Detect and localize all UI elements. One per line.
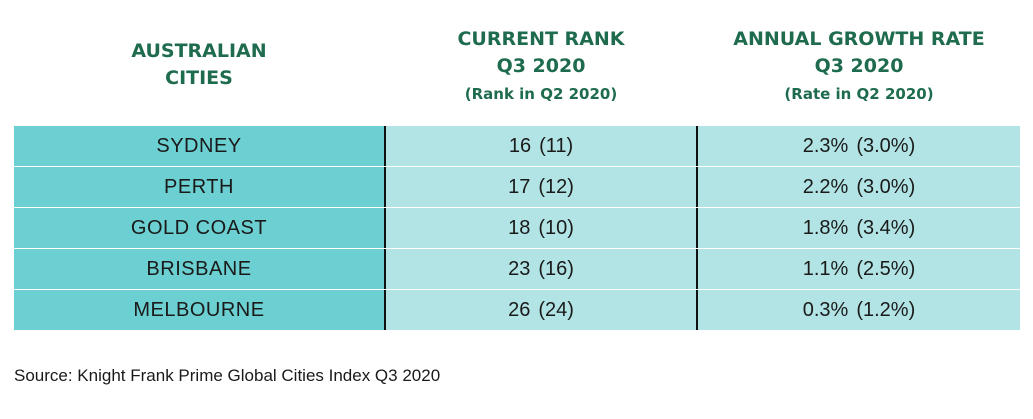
table-row: SYDNEY 16 (11) 2.3% (3.0%) bbox=[14, 126, 1020, 167]
rank-cell: 16 (11) bbox=[386, 126, 698, 166]
rank-previous: (10) bbox=[538, 216, 574, 239]
growth-current: 0.3% bbox=[802, 298, 849, 321]
header-rank-sub: (Rank in Q2 2020) bbox=[464, 85, 618, 103]
city-cell: SYDNEY bbox=[14, 126, 386, 166]
header-australian-cities: AUSTRALIAN CITIES bbox=[14, 38, 384, 92]
header-rank-line1: CURRENT RANK bbox=[457, 28, 625, 50]
rank-cell: 26 (24) bbox=[386, 290, 698, 330]
header-city-line1: AUSTRALIAN bbox=[131, 40, 267, 62]
table-row: GOLD COAST 18 (10) 1.8% (3.4%) bbox=[14, 208, 1020, 249]
growth-current: 2.2% bbox=[802, 175, 849, 198]
rank-cell: 18 (10) bbox=[386, 208, 698, 248]
growth-cell: 1.8% (3.4%) bbox=[698, 208, 1020, 248]
city-cell: PERTH bbox=[14, 167, 386, 207]
table-row: BRISBANE 23 (16) 1.1% (2.5%) bbox=[14, 249, 1020, 290]
rank-previous: (16) bbox=[538, 257, 574, 280]
growth-cell: 1.1% (2.5%) bbox=[698, 249, 1020, 289]
growth-current: 1.1% bbox=[802, 257, 849, 280]
city-cell: BRISBANE bbox=[14, 249, 386, 289]
growth-current: 2.3% bbox=[802, 134, 849, 157]
header-rank-line2: Q3 2020 bbox=[496, 55, 586, 77]
growth-previous: (3.0%) bbox=[856, 134, 916, 157]
header-current-rank: CURRENT RANK Q3 2020 (Rank in Q2 2020) bbox=[386, 26, 696, 105]
rank-current: 23 bbox=[508, 257, 531, 280]
growth-cell: 2.3% (3.0%) bbox=[698, 126, 1020, 166]
header-growth-line1: ANNUAL GROWTH RATE bbox=[733, 28, 985, 50]
rank-current: 26 bbox=[508, 298, 531, 321]
growth-cell: 0.3% (1.2%) bbox=[698, 290, 1020, 330]
table-row: PERTH 17 (12) 2.2% (3.0%) bbox=[14, 167, 1020, 208]
growth-previous: (1.2%) bbox=[856, 298, 916, 321]
cities-table: SYDNEY 16 (11) 2.3% (3.0%) PERTH 17 (12) 2.… bbox=[14, 126, 1020, 330]
rank-previous: (12) bbox=[538, 175, 574, 198]
header-city-line2: CITIES bbox=[165, 67, 233, 89]
rank-current: 16 bbox=[508, 134, 532, 157]
growth-previous: (2.5%) bbox=[856, 257, 916, 280]
table-row: MELBOURNE 26 (24) 0.3% (1.2%) bbox=[14, 290, 1020, 330]
growth-current: 1.8% bbox=[802, 216, 849, 239]
city-cell: GOLD COAST bbox=[14, 208, 386, 248]
header-growth-sub: (Rate in Q2 2020) bbox=[784, 85, 934, 103]
rank-cell: 17 (12) bbox=[386, 167, 698, 207]
source-note: Source: Knight Frank Prime Global Cities… bbox=[14, 366, 441, 385]
growth-previous: (3.4%) bbox=[856, 216, 916, 239]
growth-cell: 2.2% (3.0%) bbox=[698, 167, 1020, 207]
rank-current: 18 bbox=[508, 216, 531, 239]
growth-previous: (3.0%) bbox=[856, 175, 916, 198]
rank-cell: 23 (16) bbox=[386, 249, 698, 289]
rank-previous: (24) bbox=[538, 298, 574, 321]
city-cell: MELBOURNE bbox=[14, 290, 386, 330]
header-growth-line2: Q3 2020 bbox=[814, 55, 904, 77]
rank-current: 17 bbox=[508, 175, 531, 198]
header-annual-growth-rate: ANNUAL GROWTH RATE Q3 2020 (Rate in Q2 2… bbox=[698, 26, 1020, 105]
rank-previous: (11) bbox=[539, 134, 574, 157]
